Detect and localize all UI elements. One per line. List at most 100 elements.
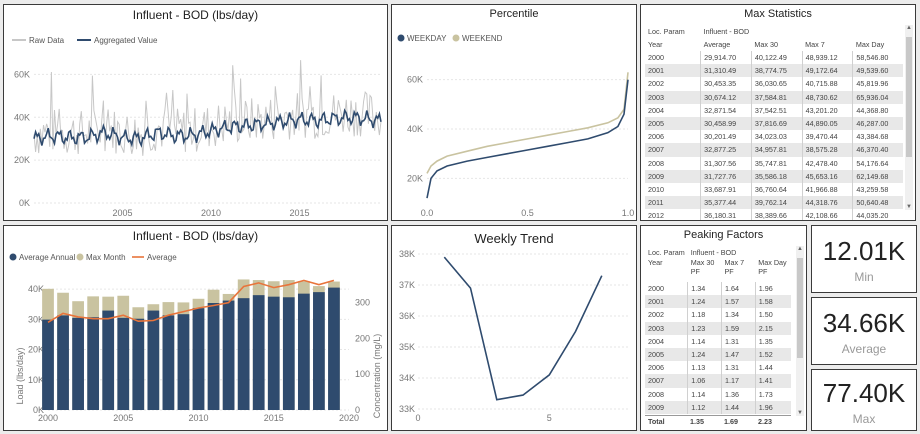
year-cell: 2002	[648, 79, 664, 89]
average-annual-bar[interactable]	[252, 295, 265, 410]
bod-annual-panel[interactable]: Influent - BOD (lbs/day) Average Annual …	[3, 225, 388, 431]
value-cell: 32,871.54	[700, 103, 752, 117]
value-cell: 43,384.68	[852, 130, 903, 144]
value-cell: 36,030.65	[750, 77, 803, 91]
average-annual-bar[interactable]	[177, 314, 190, 410]
table-row[interactable]: 2007 1.06 1.17 1.41	[645, 374, 791, 388]
average-annual-bar[interactable]	[297, 293, 310, 410]
max-statistics-panel[interactable]: Max Statistics Loc. Param Influent - BOD…	[640, 4, 916, 221]
average-annual-bar[interactable]	[237, 298, 250, 410]
table-row[interactable]: 2001 1.24 1.57 1.58	[645, 295, 791, 309]
year-cell: 2000	[648, 53, 664, 63]
peaking-factors-panel[interactable]: Peaking Factors Loc. Param Influent - BO…	[640, 225, 807, 431]
scroll-down-icon[interactable]: ▼	[906, 204, 912, 210]
table-row[interactable]: 2000 29,914.70 40,122.49 48,939.12 58,546.80	[645, 51, 903, 65]
average-annual-bar[interactable]	[57, 315, 69, 410]
average-annual-bar[interactable]	[192, 308, 205, 410]
scroll-up-icon[interactable]: ▲	[797, 246, 803, 252]
legend-average-annual: Average Annual	[19, 253, 76, 262]
y-right-axis-label: Concentration (mg/L)	[372, 334, 382, 419]
table-row[interactable]: 2010 33,687.91 36,760.64 41,966.88 43,259.58	[645, 182, 903, 197]
average-card[interactable]: 34.66K Average	[811, 297, 917, 365]
value-cell: 44,318.76	[801, 196, 853, 210]
value-cell: 32,877.25	[700, 143, 752, 157]
average-annual-bar[interactable]	[72, 317, 84, 410]
value-cell: 1.23	[687, 321, 722, 335]
scrollbar-thumb[interactable]	[797, 258, 803, 358]
x-tick-label: 2015	[290, 208, 310, 218]
col-max-30[interactable]: Max 30	[754, 39, 778, 49]
y-tick-label: 38K	[399, 249, 415, 259]
average-annual-bar[interactable]	[42, 319, 54, 410]
col-max-day-pf[interactable]: Max Day PF	[758, 258, 787, 276]
year-cell: 2004	[648, 336, 664, 346]
table-scrollbar[interactable]: ▲ ▼	[796, 246, 804, 416]
y-tick-label: 20K	[14, 155, 30, 165]
average-annual-bar[interactable]	[328, 287, 340, 410]
table-row[interactable]: 2008 1.14 1.36 1.73	[645, 387, 791, 401]
y-right-tick-label: 100	[355, 369, 370, 379]
table-row[interactable]: 2009 1.12 1.44 1.96	[645, 400, 791, 414]
table-row[interactable]: 2012 36,180.31 38,389.66 42,108.66 44,035.20	[645, 209, 903, 220]
value-cell: 62,149.68	[852, 169, 903, 183]
average-annual-bar[interactable]	[102, 310, 115, 410]
value-cell: 1.73	[754, 387, 791, 401]
year-cell: 2005	[648, 350, 664, 360]
y-tick-label: 40K	[14, 112, 30, 122]
average-annual-bar[interactable]	[117, 317, 130, 410]
scroll-up-icon[interactable]: ▲	[906, 25, 912, 31]
total-max-30-pf: 1.35	[690, 416, 704, 426]
year-cell: 2003	[648, 323, 664, 333]
average-annual-bar[interactable]	[267, 296, 280, 410]
table-scrollbar[interactable]: ▲ ▼	[905, 25, 913, 210]
table-row[interactable]: 2007 32,877.25 34,957.81 38,575.28 46,370.40	[645, 143, 903, 157]
col-max-30-pf[interactable]: Max 30 PF	[690, 258, 715, 276]
table-row[interactable]: 2001 31,310.49 38,774.75 49,172.64 49,539.60	[645, 64, 903, 78]
value-cell: 1.18	[687, 308, 722, 322]
col-year[interactable]: Year	[648, 258, 663, 267]
average-annual-bar[interactable]	[282, 297, 295, 410]
value-cell: 1.96	[754, 282, 791, 296]
table-row[interactable]: 2006 1.13 1.31 1.44	[645, 361, 791, 375]
col-average[interactable]: Average	[703, 39, 731, 49]
max-card[interactable]: 77.40K Max	[811, 369, 917, 431]
table-row[interactable]: 2009 31,727.76 35,586.18 45,653.16 62,149.68	[645, 169, 903, 183]
table-row[interactable]: 2005 30,458.99 37,816.69 44,890.05 46,287.00	[645, 116, 903, 131]
col-year[interactable]: Year	[648, 39, 663, 49]
bod-timeseries-panel[interactable]: Influent - BOD (lbs/day) Raw Data Aggreg…	[3, 4, 388, 221]
percentile-chart[interactable]: WEEKDAY WEEKEND 20K 40K 60K 0.0 0.5 1.0	[392, 5, 637, 221]
table-row[interactable]: 2004 32,871.54 37,542.51 43,201.20 44,368.80	[645, 103, 903, 117]
col-max-7-pf[interactable]: Max 7 PF	[724, 258, 745, 276]
table-row[interactable]: 2005 1.24 1.47 1.52	[645, 347, 791, 362]
value-cell: 30,458.99	[700, 116, 752, 131]
weekly-trend-panel[interactable]: Weekly Trend 33K 34K 35K 36K 37K 38K 0 5	[391, 225, 637, 431]
table-row[interactable]: 2002 1.18 1.34 1.50	[645, 308, 791, 322]
table-row[interactable]: 2003 1.23 1.59 2.15	[645, 321, 791, 335]
average-annual-bar[interactable]	[222, 300, 235, 410]
table-row[interactable]: 2002 30,453.35 36,030.65 40,715.88 45,819.96	[645, 77, 903, 91]
table-row[interactable]: 2003 30,674.12 37,584.81 48,730.62 65,936.04	[645, 90, 903, 104]
min-card[interactable]: 12.01K Min	[811, 225, 917, 293]
table-row[interactable]: 2011 35,377.44 39,762.14 44,318.76 50,640.48	[645, 196, 903, 210]
scroll-down-icon[interactable]: ▼	[797, 410, 803, 416]
average-annual-bar[interactable]	[207, 303, 220, 410]
average-annual-bar[interactable]	[132, 318, 145, 410]
max-label: Max	[852, 412, 876, 426]
table-row[interactable]: 2000 1.34 1.64 1.96	[645, 282, 791, 296]
average-annual-bar[interactable]	[147, 310, 160, 410]
table-row[interactable]: 2006 30,201.49 34,023.03 39,470.44 43,384.68	[645, 130, 903, 144]
weekly-trend-chart[interactable]: 33K 34K 35K 36K 37K 38K 0 5	[392, 226, 637, 431]
value-cell: 38,389.66	[750, 209, 803, 220]
bod-timeseries-chart[interactable]: Raw Data Aggregated Value 0K 20K 40K 60K 20…	[4, 5, 388, 221]
table-row[interactable]: 2008 31,307.56 35,747.81 42,478.40 54,176.64	[645, 156, 903, 170]
scrollbar-thumb[interactable]	[906, 37, 912, 157]
percentile-panel[interactable]: Percentile WEEKDAY WEEKEND 20K 40K 60K 0.0…	[391, 4, 637, 221]
average-annual-bar[interactable]	[87, 317, 100, 410]
col-max-7[interactable]: Max 7	[805, 39, 825, 49]
average-annual-bar[interactable]	[162, 315, 175, 410]
table-row[interactable]: 2004 1.14 1.31 1.35	[645, 334, 791, 348]
year-cell: 2006	[648, 363, 664, 373]
average-annual-bar[interactable]	[313, 292, 325, 410]
bod-annual-chart[interactable]: Average Annual Max Month Average 0K 10K 20…	[4, 226, 388, 431]
col-max-day[interactable]: Max Day	[855, 39, 885, 49]
